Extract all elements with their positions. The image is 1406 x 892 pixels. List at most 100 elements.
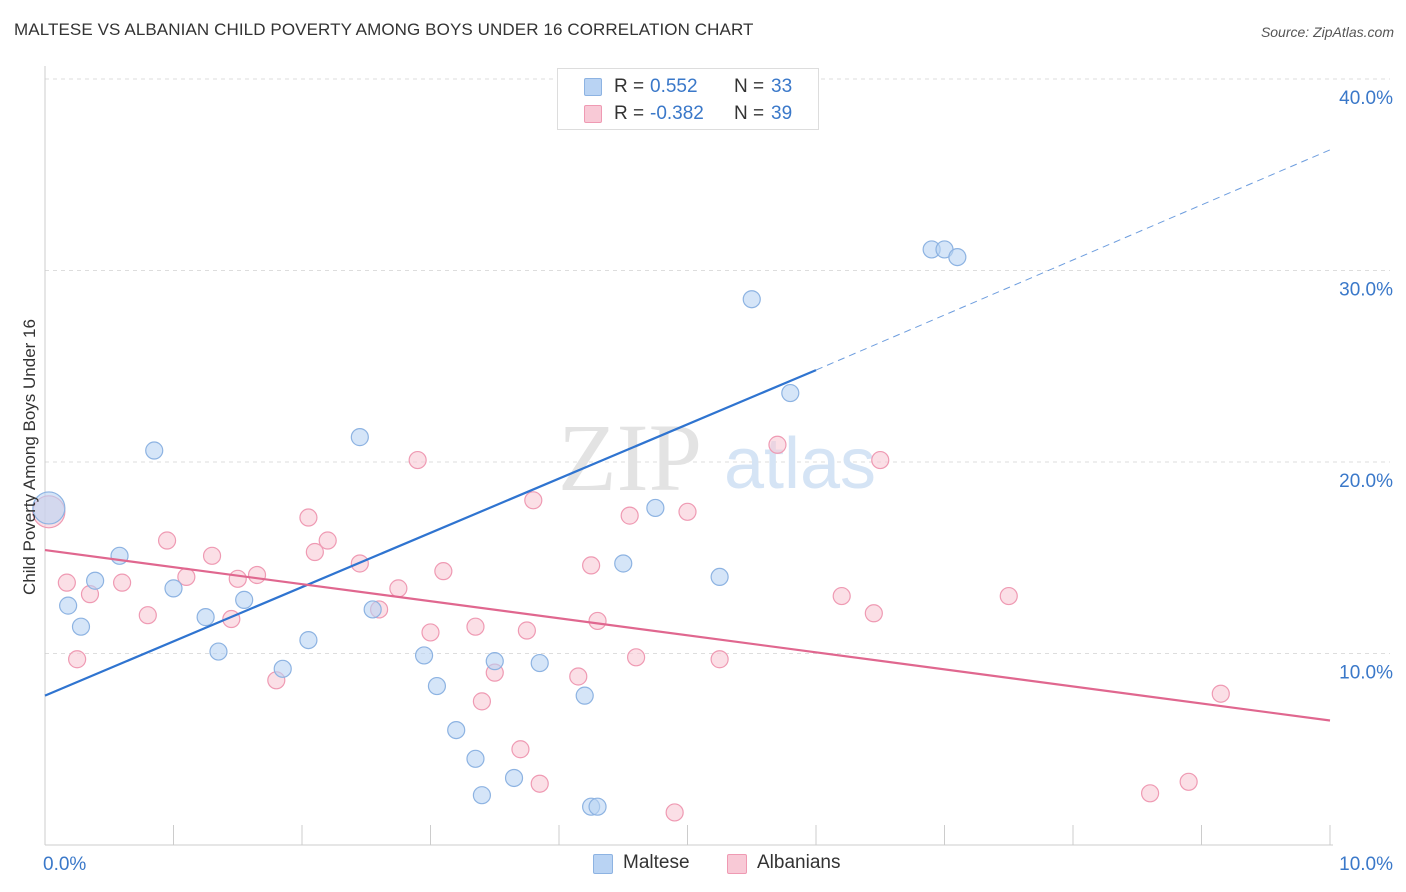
albanian-point xyxy=(1179,772,1198,791)
correlation-legend: R = 0.552 N = 33 R = -0.382 N = 39 xyxy=(557,68,819,130)
y-tick-label: 40.0% xyxy=(1339,88,1393,109)
chart-title: MALTESE VS ALBANIAN CHILD POVERTY AMONG … xyxy=(14,20,754,39)
r-label: R = xyxy=(614,103,645,124)
maltese-point xyxy=(781,383,800,403)
maltese-point xyxy=(273,659,292,678)
source-label: Source: ZipAtlas.com xyxy=(1260,24,1394,40)
r-value: -0.382 xyxy=(650,103,704,124)
maltese-point xyxy=(164,579,183,598)
albanian-point xyxy=(768,435,787,454)
albanian-point xyxy=(466,617,485,636)
albanian-point xyxy=(620,506,639,525)
maltese-point xyxy=(948,247,967,267)
albanian-point xyxy=(138,606,157,625)
maltese-point xyxy=(504,768,524,788)
maltese-point xyxy=(145,441,164,460)
albanian-legend-swatch xyxy=(727,854,747,874)
maltese-point xyxy=(209,642,228,661)
maltese-point xyxy=(614,554,633,573)
maltese-point xyxy=(646,498,665,518)
n-label: N = xyxy=(734,76,765,97)
maltese-point xyxy=(710,567,729,587)
maltese-point xyxy=(466,749,485,768)
albanian-point xyxy=(247,565,267,585)
albanian-point xyxy=(511,740,530,759)
albanian-point xyxy=(871,450,890,470)
maltese-point xyxy=(363,600,382,619)
x-tick-label-min: 0.0% xyxy=(43,854,86,875)
albanian-point xyxy=(228,569,247,588)
maltese-point xyxy=(447,720,466,740)
y-tick-label: 20.0% xyxy=(1339,471,1393,492)
r-value: 0.552 xyxy=(650,76,698,97)
albanian-point xyxy=(710,650,729,669)
albanian-point xyxy=(517,621,536,640)
y-axis-label: Child Poverty Among Boys Under 16 xyxy=(20,319,39,595)
albanian-point xyxy=(318,531,337,550)
maltese-point xyxy=(235,590,254,609)
albanian-point xyxy=(626,648,646,667)
maltese-point xyxy=(575,686,594,705)
maltese-legend-label: Maltese xyxy=(623,852,690,873)
points-layer xyxy=(32,240,1230,822)
trend-layer xyxy=(44,149,1331,722)
maltese-swatch xyxy=(584,78,602,96)
albanian-point xyxy=(832,586,851,606)
albanian-point xyxy=(157,531,177,550)
albanian-point xyxy=(408,450,427,470)
albanian-point xyxy=(1140,784,1160,803)
maltese-point xyxy=(472,786,491,805)
y-tick-label: 30.0% xyxy=(1339,280,1393,301)
maltese-point xyxy=(530,653,549,673)
maltese-point xyxy=(350,428,369,447)
maltese-legend-swatch xyxy=(593,854,613,874)
albanian-point xyxy=(588,611,607,631)
albanian-point xyxy=(202,546,222,565)
maltese-point xyxy=(86,571,105,590)
maltese-point xyxy=(32,491,66,525)
albanian-point xyxy=(678,502,697,521)
maltese-trend-extension xyxy=(815,149,1331,371)
albanian-point xyxy=(524,491,543,510)
maltese-point xyxy=(742,290,761,309)
watermark: ZIP atlas xyxy=(558,404,876,511)
albanian-swatch xyxy=(584,105,602,123)
maltese-point xyxy=(59,596,78,615)
albanian-point xyxy=(434,562,453,581)
albanian-point xyxy=(530,774,549,793)
x-tick-label-max: 10.0% xyxy=(1339,854,1393,875)
albanian-point xyxy=(299,508,318,527)
albanian-point xyxy=(389,579,408,598)
y-tick-label: 10.0% xyxy=(1339,663,1393,684)
albanian-point xyxy=(57,573,76,592)
albanian-point xyxy=(569,667,588,686)
albanian-point xyxy=(68,650,87,669)
maltese-point xyxy=(414,646,434,665)
grid-layer xyxy=(45,78,1390,654)
albanian-trend-line xyxy=(44,548,1331,722)
n-value: 33 xyxy=(771,76,793,97)
maltese-point xyxy=(299,630,318,650)
albanian-point xyxy=(999,586,1018,606)
watermark-zip: ZIP xyxy=(558,404,702,511)
n-value: 39 xyxy=(771,103,793,124)
maltese-trend-line xyxy=(44,369,817,697)
albanian-point xyxy=(1211,684,1230,703)
watermark-atlas: atlas xyxy=(724,424,876,504)
albanian-point xyxy=(665,803,684,822)
axes-layer xyxy=(44,66,1333,846)
r-label: R = xyxy=(614,76,645,97)
albanian-point xyxy=(112,573,132,592)
maltese-point xyxy=(588,797,607,816)
n-label: N = xyxy=(734,103,765,124)
albanian-point xyxy=(305,542,324,562)
maltese-point xyxy=(427,676,447,696)
albanian-point xyxy=(864,604,883,623)
maltese-point xyxy=(485,652,504,671)
maltese-point xyxy=(196,608,215,627)
albanian-point xyxy=(421,623,440,642)
albanian-point xyxy=(582,556,601,575)
labels-layer: 10.0% 20.0% 30.0% 40.0% 0.0% 10.0% Child Pover… xyxy=(20,88,1393,875)
albanian-legend-label: Albanians xyxy=(757,852,841,873)
